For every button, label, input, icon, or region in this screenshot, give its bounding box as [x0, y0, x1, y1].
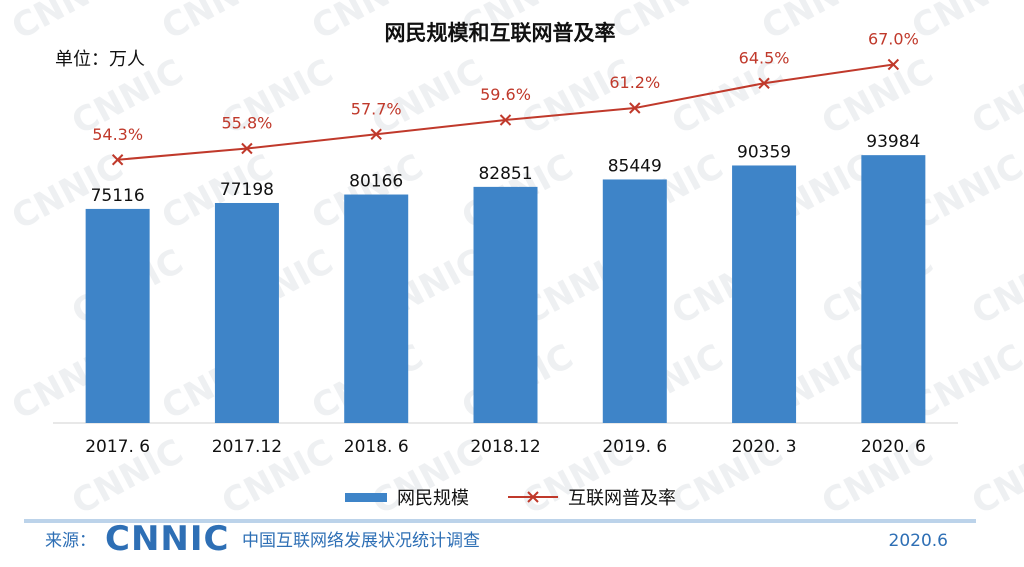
- legend: 网民规模 互联网普及率: [345, 488, 676, 509]
- x-axis-tick-labels: 2017. 6 2017.12 2018. 6 2018.12 2019. 6 2020.…: [85, 437, 926, 457]
- rate-value-label-6: 67.0%: [868, 30, 919, 49]
- x-tick-label-1: 2017.12: [212, 437, 282, 457]
- svg-text:CNNIC: CNNIC: [105, 519, 229, 559]
- cnnic-logo: CNNIC: [105, 519, 229, 559]
- bar-value-label-6: 93984: [866, 132, 920, 152]
- chart-title: 网民规模和互联网普及率: [385, 21, 616, 45]
- watermark-text: CNNIC: [515, 52, 639, 143]
- bar-2: [344, 194, 409, 423]
- bar-0: [85, 208, 150, 423]
- x-tick-label-0: 2017. 6: [85, 437, 150, 457]
- bar-5: [732, 165, 797, 423]
- rate-marker-2: [370, 128, 382, 140]
- rate-value-labels: 54.3% 55.8% 57.7% 59.6% 61.2% 64.5% 67.0%: [92, 30, 919, 144]
- rate-line-series: [111, 58, 900, 166]
- legend-line-label: 互联网普及率: [568, 488, 676, 509]
- footer-description: 中国互联网络发展状况统计调查: [242, 531, 480, 551]
- footer-source-label: 来源：: [45, 531, 96, 551]
- bar-value-label-1: 77198: [220, 180, 274, 200]
- watermark-text: CNNIC: [755, 0, 879, 48]
- rate-value-label-3: 59.6%: [480, 85, 531, 104]
- x-tick-label-6: 2020. 6: [861, 437, 926, 457]
- bar-value-labels: 75116 77198 80166 82851 85449 90359 93984: [91, 132, 921, 206]
- watermark-text: CNNIC: [965, 242, 1024, 333]
- x-tick-label-4: 2019. 6: [602, 437, 667, 457]
- watermark-text: CNNIC: [965, 52, 1024, 143]
- unit-label: 单位：万人: [55, 49, 145, 70]
- bar-value-label-0: 75116: [91, 186, 145, 206]
- rate-marker-0: [111, 154, 124, 166]
- rate-value-label-1: 55.8%: [222, 114, 273, 133]
- watermark-text: CNNIC: [5, 0, 129, 48]
- bar-3: [473, 186, 538, 423]
- rate-marker-4: [629, 102, 641, 114]
- rate-marker-5: [758, 77, 770, 89]
- rate-marker-1: [241, 142, 253, 155]
- bar-series: [85, 155, 926, 423]
- rate-value-label-5: 64.5%: [739, 48, 790, 67]
- watermark-text: CNNIC: [965, 432, 1024, 523]
- x-tick-label-3: 2018.12: [470, 437, 540, 457]
- bar-value-label-5: 90359: [737, 142, 791, 162]
- x-tick-label-2: 2018. 6: [344, 437, 409, 457]
- bar-value-label-2: 80166: [349, 172, 403, 192]
- watermark-text: CNNIC: [905, 0, 1024, 48]
- watermark-text: CNNIC: [815, 52, 939, 143]
- rate-value-label-4: 61.2%: [609, 73, 660, 92]
- rate-marker-3: [499, 114, 512, 126]
- bar-6: [861, 155, 926, 423]
- rate-value-label-2: 57.7%: [351, 99, 402, 118]
- footer-date: 2020.6: [889, 531, 948, 551]
- bar-4: [602, 179, 667, 423]
- rate-marker-6: [887, 58, 900, 71]
- bar-value-label-4: 85449: [608, 156, 662, 176]
- x-tick-label-5: 2020. 3: [732, 437, 797, 457]
- watermark-text: CNNIC: [155, 0, 279, 48]
- legend-bar-label: 网民规模: [397, 488, 469, 509]
- bar-1: [214, 202, 279, 423]
- legend-bar-swatch: [345, 493, 387, 502]
- legend-line-marker: [527, 491, 539, 503]
- watermark-text: CNNIC: [605, 0, 729, 48]
- rate-value-label-0: 54.3%: [92, 125, 143, 144]
- bar-value-label-3: 82851: [478, 164, 532, 184]
